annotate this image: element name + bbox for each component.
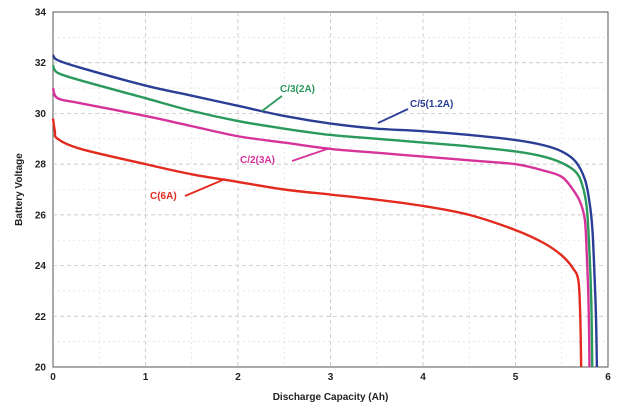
series-c-line	[51, 118, 583, 368]
y-tick-label: 20	[35, 363, 47, 374]
series-label-leader	[184, 178, 226, 197]
series-c5-line	[51, 54, 599, 368]
y-tick-label: 30	[35, 109, 47, 120]
x-axis-ticks: 0 1 2 3 4 5 6	[50, 372, 611, 383]
x-tick-label: 5	[513, 372, 519, 383]
y-tick-label: 26	[35, 210, 47, 221]
x-axis-title: Discharge Capacity (Ah)	[273, 392, 389, 403]
series-c3-label: C/3(2A)	[280, 84, 315, 95]
series-labels: C/5(1.2A) C/3(2A) C/2(3A) C(6A)	[150, 84, 453, 202]
x-tick-label: 1	[143, 372, 149, 383]
y-axis-title: Battery Voltage	[14, 153, 25, 226]
x-tick-label: 2	[235, 372, 241, 383]
series-label-leader	[291, 147, 331, 162]
y-tick-label: 34	[35, 8, 47, 19]
y-tick-label: 22	[35, 312, 47, 323]
series-layer	[51, 54, 599, 368]
y-axis-ticks: 20 22 24 26 28 30 32 34	[35, 8, 47, 374]
series-c5-label: C/5(1.2A)	[410, 99, 453, 110]
y-tick-label: 28	[35, 160, 47, 171]
x-tick-label: 6	[605, 372, 611, 383]
series-c2-label: C/2(3A)	[240, 155, 275, 166]
x-tick-label: 3	[328, 372, 334, 383]
series-c3-line	[51, 64, 594, 368]
y-tick-label: 32	[35, 58, 47, 69]
series-c-label: C(6A)	[150, 191, 177, 202]
series-label-leader	[377, 108, 409, 124]
x-tick-label: 0	[50, 372, 56, 383]
y-tick-label: 24	[35, 261, 47, 272]
x-tick-label: 4	[420, 372, 426, 383]
series-c2-line	[51, 87, 591, 368]
series-label-leader	[261, 95, 283, 112]
